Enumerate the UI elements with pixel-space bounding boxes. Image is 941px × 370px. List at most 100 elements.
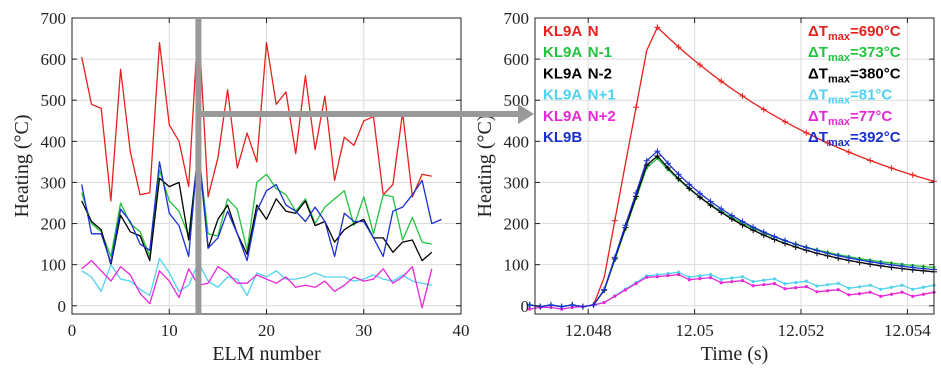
point-N+2 <box>900 290 904 294</box>
y-axis-label: Heating (°C) <box>474 115 496 218</box>
legend-label-N-2: KL9A N-2 <box>543 65 612 82</box>
point-N+2 <box>804 285 808 289</box>
x-tick-label: 10 <box>161 321 178 340</box>
point-N+1 <box>911 287 915 291</box>
y-tick-label: 200 <box>41 215 67 234</box>
plot-frame <box>534 17 935 315</box>
y-tick-label: 400 <box>41 132 67 151</box>
point-N+1 <box>740 275 745 279</box>
legend-label-KL9B: KL9B <box>543 129 582 146</box>
point-N+2 <box>613 294 617 298</box>
point-N+2 <box>911 294 915 298</box>
y-tick-label: 600 <box>504 50 530 69</box>
y-tick-label: 700 <box>41 9 67 28</box>
point-N+2 <box>708 276 713 280</box>
point-N+2 <box>602 301 606 305</box>
legend-dt-N-1: ΔTmax=373°C <box>808 44 901 64</box>
x-tick-label: 30 <box>355 321 372 340</box>
x-tick-label: 20 <box>258 321 275 340</box>
point-N+1 <box>677 270 681 274</box>
grid <box>535 17 934 314</box>
legend-label-N+2: KL9A N+2 <box>543 108 616 125</box>
point-N+2 <box>730 280 734 284</box>
y-tick-label: 700 <box>504 9 530 28</box>
point-N+2 <box>698 277 702 281</box>
series-line-N+2 <box>81 259 433 309</box>
x-axis-label: ELM number <box>212 343 321 365</box>
legend-dt-N-2: ΔTmax=380°C <box>808 65 901 85</box>
point-N+2 <box>783 287 787 291</box>
legend-label-N-1: KL9A N-1 <box>543 44 612 61</box>
point-N+1 <box>687 275 691 279</box>
right-panel: 0 100 200 300 400 500 600 700 12.048 12.05 12.052 1… <box>474 9 937 365</box>
point-N+1 <box>698 274 702 278</box>
point-N+2 <box>528 307 532 311</box>
legend-dt-N+2: ΔTmax=77°C <box>808 108 892 128</box>
point-N+1 <box>879 287 883 291</box>
x-tick-label: 0 <box>68 321 77 340</box>
highlight-arrow-head <box>518 104 534 124</box>
point-N+2 <box>868 290 872 294</box>
point-N+1 <box>794 280 798 285</box>
point-N+1 <box>826 283 830 287</box>
legend-dt-N: ΔTmax=690°C <box>808 23 901 43</box>
point-N+1 <box>719 277 723 281</box>
point-N+1 <box>783 282 787 286</box>
point-N+2 <box>921 292 925 296</box>
y-tick-label: 600 <box>41 50 67 69</box>
series-line-N-2 <box>529 155 935 308</box>
series-line-N-1 <box>81 150 432 258</box>
point-N+1 <box>868 283 872 287</box>
series-group <box>526 24 937 311</box>
point-N+2 <box>687 278 691 282</box>
point-N+2 <box>677 272 681 277</box>
x-tick-label: 12.048 <box>565 321 612 340</box>
x-tick-label: 12.052 <box>778 321 825 340</box>
point-N+2 <box>666 274 670 278</box>
left-panel: 0 100 200 300 400 500 600 700 0 10 20 30 40 ELM numbe… <box>11 9 470 365</box>
legend-label-N+1: KL9A N+1 <box>543 87 616 104</box>
point-N+1 <box>900 283 904 287</box>
point-N+2 <box>815 290 819 294</box>
y-tick-label: 200 <box>504 215 530 234</box>
point-N+1 <box>762 278 766 282</box>
point-N+2 <box>772 282 777 286</box>
point-N+1 <box>889 285 894 289</box>
y-axis-label: Heating (°C) <box>11 115 33 218</box>
x-axis-label: Time (s) <box>701 343 769 365</box>
series-line-N <box>81 19 432 202</box>
legend-label-N: KL9A N <box>543 23 599 40</box>
y-tick-label: 0 <box>521 297 530 316</box>
x-tick-label: 40 <box>453 321 470 340</box>
point-N+1 <box>708 272 713 277</box>
point-N+2 <box>879 294 883 298</box>
grid <box>71 17 462 314</box>
point-N+2 <box>645 275 649 279</box>
point-N+2 <box>655 275 659 279</box>
legend-dt-N+1: ΔTmax=81°C <box>808 87 892 107</box>
point-N+2 <box>794 286 798 290</box>
legend: KL9A N ΔTmax=690°C KL9A N-1 ΔTmax=373°C KL9A… <box>543 23 901 149</box>
point-N+2 <box>836 288 840 292</box>
y-tick-label: 500 <box>41 91 67 110</box>
series-line-N-1 <box>529 157 935 308</box>
point-N+1 <box>857 285 862 289</box>
point-N+1 <box>730 276 734 280</box>
point-N+1 <box>836 281 840 285</box>
x-tick-label: 12.054 <box>884 321 931 340</box>
highlight-overlay <box>195 18 534 314</box>
series-line-KL9B <box>81 144 442 264</box>
y-tick-label: 0 <box>58 297 67 316</box>
point-N+2 <box>623 288 628 292</box>
point-N+2 <box>634 282 638 286</box>
series-line-N <box>529 26 935 308</box>
point-N+2 <box>857 292 862 296</box>
x-tick-label: 12.05 <box>675 321 713 340</box>
point-N+2 <box>826 289 830 293</box>
point-N+1 <box>772 277 777 281</box>
y-tick-label: 100 <box>41 256 67 275</box>
series-line-N+1 <box>81 257 432 297</box>
y-tick-label: 300 <box>41 173 67 192</box>
ticks: 0 100 200 300 400 500 600 700 0 10 20 30 40 <box>41 9 470 340</box>
